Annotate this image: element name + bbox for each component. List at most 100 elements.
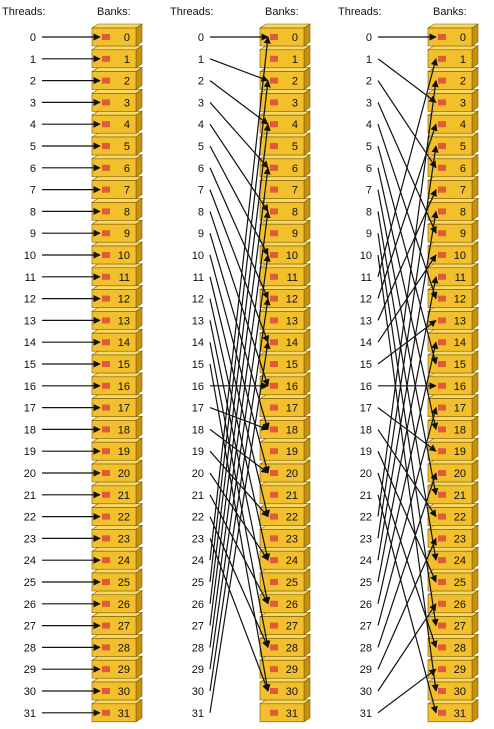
thread-label: 21	[24, 490, 36, 502]
thread-label: 15	[192, 359, 204, 371]
thread-label: 22	[360, 512, 372, 524]
bank-label: 13	[118, 315, 130, 327]
access-arrow	[209, 123, 271, 604]
memory-cell-icon	[438, 121, 446, 128]
memory-cell-icon	[102, 55, 110, 62]
bank-block: 23	[427, 524, 479, 548]
access-arrow	[209, 538, 270, 692]
thread-label: 24	[24, 555, 36, 567]
bank-label: 7	[292, 185, 298, 197]
memory-cell-icon	[270, 513, 278, 520]
memory-cell-icon	[102, 143, 110, 149]
thread-label: 5	[30, 141, 36, 153]
bank-block: 0	[91, 23, 143, 47]
bank-label: 11	[287, 272, 298, 284]
bank-block: 27	[91, 612, 143, 636]
thread-label: 12	[24, 294, 36, 306]
memory-cell-icon	[102, 513, 110, 520]
bank-label: 20	[118, 468, 130, 480]
bank-label: 17	[454, 403, 466, 415]
thread-label: 25	[192, 577, 204, 589]
bank-block: 2	[427, 67, 479, 91]
bank-label: 8	[124, 206, 130, 218]
bank-label: 17	[286, 403, 298, 415]
bank-label: 0	[292, 32, 298, 44]
bank-block: 3	[91, 88, 143, 112]
bank-label: 12	[454, 294, 466, 306]
bank-block: 8	[259, 197, 311, 221]
bank-block: 29	[259, 655, 311, 679]
threads-header: Threads:	[2, 6, 45, 18]
thread-label: 0	[198, 32, 204, 44]
memory-cell-icon	[270, 688, 278, 694]
bank-label: 19	[286, 446, 298, 458]
bank-block: 14	[427, 328, 479, 352]
bank-label: 0	[124, 32, 130, 44]
bank-label: 26	[454, 599, 466, 611]
thread-label: 23	[24, 533, 36, 545]
memory-cell-icon	[270, 164, 278, 171]
bank-block: 30	[259, 677, 311, 701]
bank-label: 4	[460, 119, 466, 131]
bank-label: 2	[124, 76, 130, 88]
bank-block: 24	[259, 546, 311, 570]
bank-block: 25	[91, 568, 143, 592]
bank-block: 0	[427, 23, 479, 47]
bank-label: 20	[454, 468, 466, 480]
thread-label: 26	[24, 599, 36, 611]
memory-cell-icon	[102, 164, 110, 171]
memory-cell-icon	[270, 470, 278, 476]
bank-label: 9	[292, 228, 298, 240]
access-arrow	[209, 428, 269, 474]
thread-label: 7	[198, 185, 204, 197]
bank-label: 24	[286, 555, 298, 567]
bank-label: 31	[454, 708, 466, 720]
bank-block: 31	[91, 699, 143, 723]
thread-label: 5	[366, 141, 372, 153]
panel-3: Threads: Banks:31302928272625242322212019…	[338, 6, 479, 723]
bank-block: 17	[427, 394, 479, 418]
bank-label: 1	[460, 54, 466, 66]
memory-cell-icon	[438, 99, 446, 106]
bank-block: 5	[259, 132, 311, 156]
access-arrow	[209, 79, 271, 583]
bank-label: 8	[292, 206, 298, 218]
thread-label: 12	[192, 294, 204, 306]
access-arrow	[377, 276, 439, 583]
memory-cell-icon	[270, 579, 278, 585]
thread-label: 8	[366, 206, 372, 218]
memory-cell-icon	[270, 600, 278, 607]
bank-block: 17	[259, 394, 311, 418]
bank-label: 24	[454, 555, 466, 567]
bank-label: 2	[292, 76, 298, 88]
access-arrow	[209, 407, 269, 431]
bank-label: 25	[118, 577, 130, 589]
bank-block: 4	[259, 110, 311, 134]
memory-cell-icon	[270, 557, 278, 564]
memory-cell-icon	[438, 143, 446, 149]
threads-header: Threads:	[338, 6, 381, 18]
bank-label: 21	[286, 490, 298, 502]
thread-label: 16	[192, 381, 204, 393]
memory-cell-icon	[102, 535, 110, 542]
bank-block: 18	[259, 415, 311, 439]
thread-label: 10	[24, 250, 36, 262]
memory-cell-icon	[438, 34, 446, 40]
thread-label: 11	[361, 272, 372, 284]
access-arrow	[209, 36, 271, 561]
access-arrow	[209, 472, 269, 561]
thread-label: 18	[24, 424, 36, 436]
access-arrow	[209, 297, 271, 692]
thread-label: 6	[30, 163, 36, 175]
bank-block: 31	[259, 699, 311, 723]
thread-label: 29	[192, 664, 204, 676]
thread-label: 11	[25, 272, 36, 284]
banks-header: Banks:	[97, 6, 131, 18]
thread-label: 4	[366, 119, 372, 131]
bank-label: 21	[454, 490, 466, 502]
memory-cell-icon	[102, 491, 110, 498]
access-arrow	[209, 167, 271, 626]
thread-label: 1	[30, 54, 36, 66]
thread-label: 21	[192, 490, 204, 502]
memory-cell-icon	[270, 34, 278, 40]
